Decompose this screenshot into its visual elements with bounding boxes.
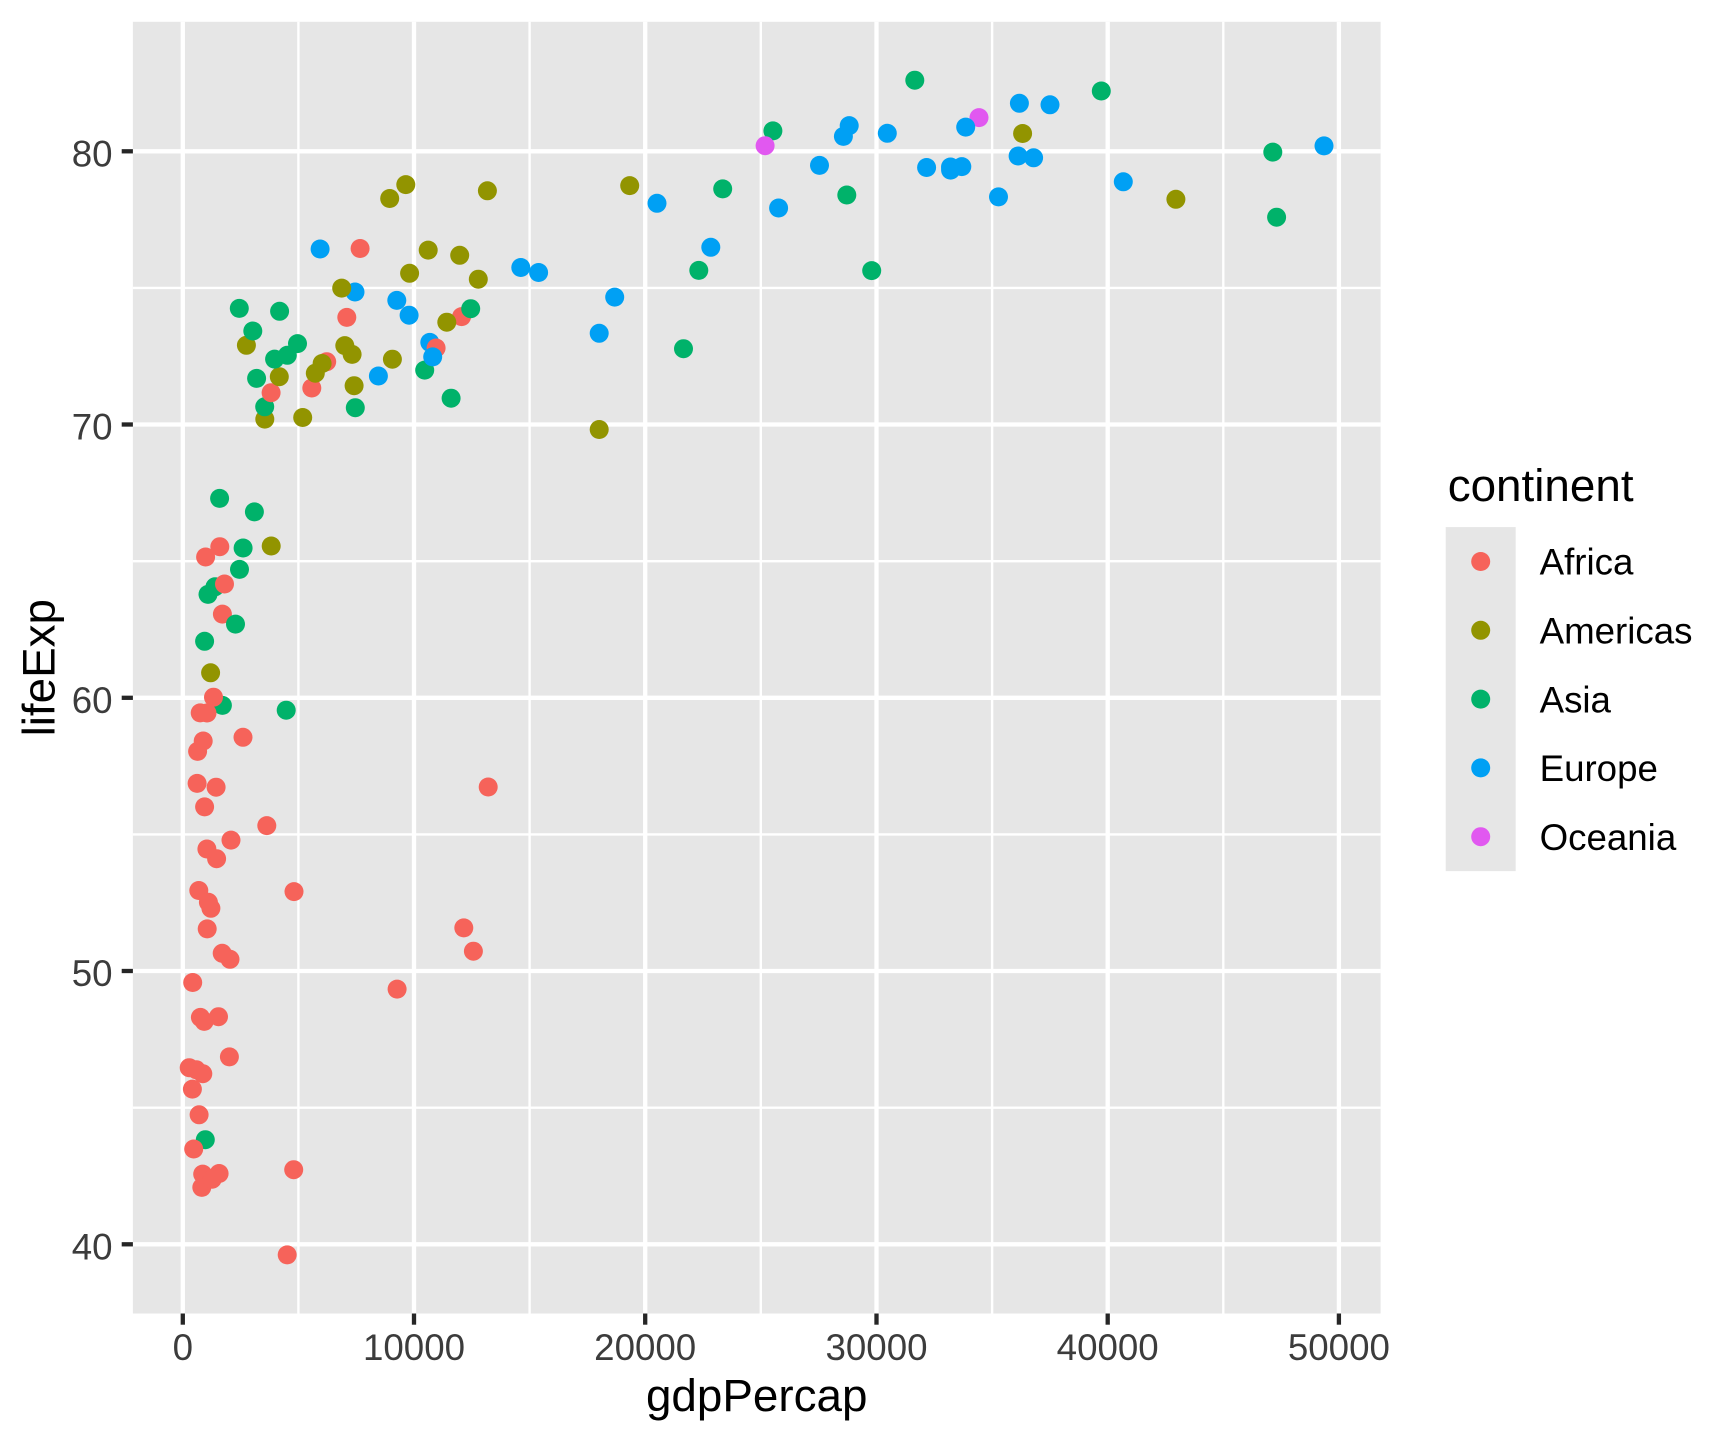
svg-text:Oceania: Oceania <box>1540 817 1677 858</box>
svg-text:20000: 20000 <box>594 1327 696 1368</box>
svg-text:0: 0 <box>173 1327 193 1368</box>
svg-text:Africa: Africa <box>1540 542 1634 583</box>
svg-text:40000: 40000 <box>1057 1327 1159 1368</box>
svg-text:10000: 10000 <box>363 1327 465 1368</box>
svg-text:lifeExp: lifeExp <box>13 599 64 736</box>
svg-text:60: 60 <box>72 680 113 721</box>
svg-text:70: 70 <box>72 407 113 448</box>
svg-text:80: 80 <box>72 133 113 174</box>
svg-text:40: 40 <box>72 1226 113 1267</box>
svg-text:50: 50 <box>72 953 113 994</box>
svg-text:continent: continent <box>1448 460 1634 511</box>
svg-text:Asia: Asia <box>1540 679 1612 720</box>
svg-text:50000: 50000 <box>1288 1327 1390 1368</box>
svg-text:30000: 30000 <box>825 1327 927 1368</box>
svg-text:Americas: Americas <box>1540 611 1693 652</box>
svg-text:gdpPercap: gdpPercap <box>646 1370 868 1421</box>
svg-text:Europe: Europe <box>1540 748 1658 789</box>
